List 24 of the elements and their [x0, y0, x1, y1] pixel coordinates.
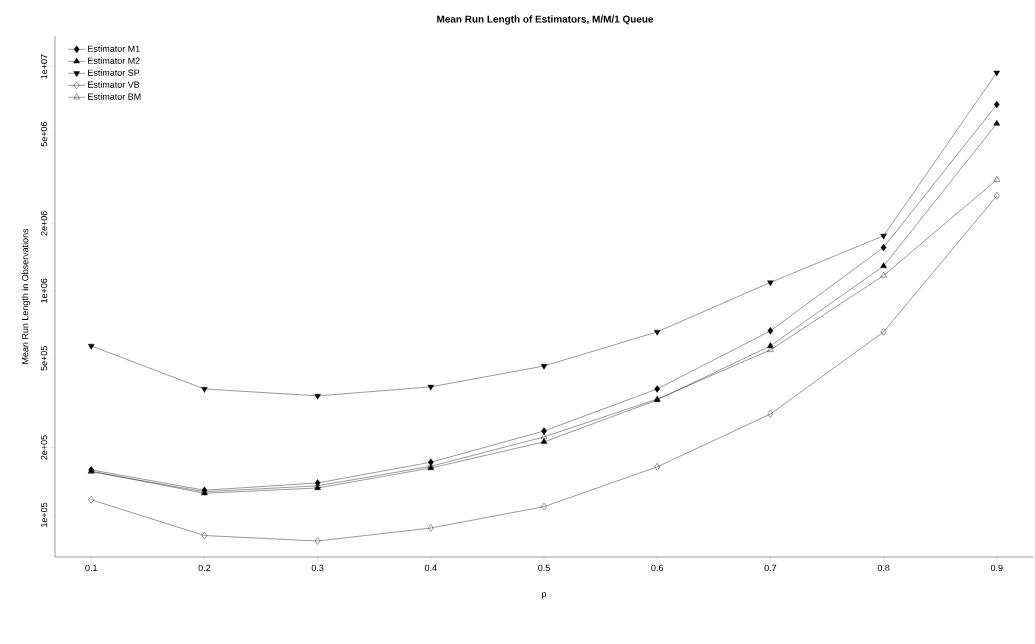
- x-tick-label: 0.5: [538, 564, 550, 572]
- y-tick-label: 1e+05: [40, 502, 48, 527]
- x-tick-label: 0.1: [85, 564, 98, 572]
- y-tick-label: 2e+06: [40, 211, 48, 236]
- x-tick-label: 0.9: [990, 564, 1003, 572]
- x-axis-title: ρ: [542, 591, 547, 599]
- y-tick-label: 2e+05: [40, 435, 48, 460]
- legend-label: Estimator M2: [88, 57, 140, 64]
- y-tick-label: 1e+06: [40, 278, 48, 303]
- y-tick-label: 1e+07: [40, 54, 48, 79]
- x-tick-label: 0.6: [651, 564, 664, 572]
- y-axis-title: Mean Run Length in Observations: [21, 228, 31, 364]
- legend-label: Estimator SP: [88, 69, 140, 76]
- y-tick-label: 5e+06: [40, 121, 48, 147]
- legend-label: Estimator VB: [88, 81, 140, 88]
- x-tick-label: 0.3: [311, 564, 324, 572]
- x-tick-label: 0.2: [198, 564, 211, 572]
- legend-label: Estimator BM: [88, 93, 141, 100]
- y-tick-label: 5e+05: [40, 346, 48, 371]
- legend-label: Estimator M1: [88, 45, 140, 52]
- x-tick-label: 0.4: [424, 564, 437, 572]
- x-tick-label: 0.8: [877, 564, 890, 572]
- chart-title: Mean Run Length of Estimators, M/M/1 Queue: [437, 15, 654, 25]
- x-tick-label: 0.7: [764, 564, 777, 572]
